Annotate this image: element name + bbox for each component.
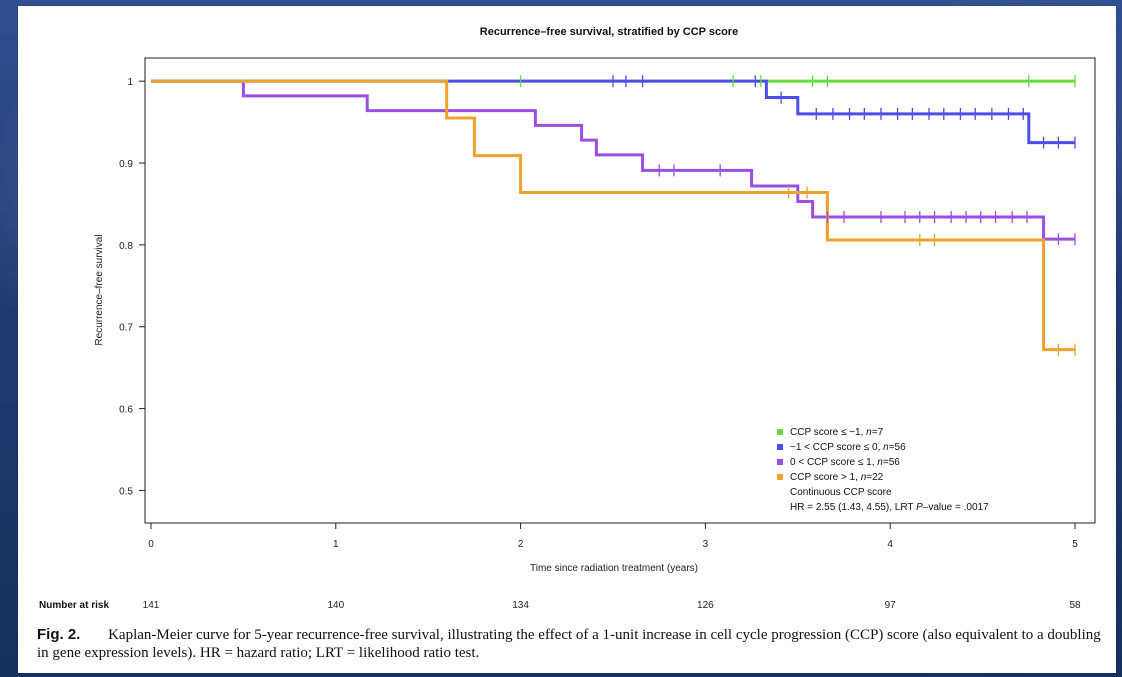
- plot-frame: [144, 57, 1096, 524]
- x-tick-label-3: 3: [703, 539, 709, 550]
- figure-caption: Fig. 2. Kaplan-Meier curve for 5-year re…: [37, 626, 1115, 662]
- number-at-risk-0: 141: [143, 600, 160, 611]
- legend: CCP score ≤ −1, n=7−1 < CCP score ≤ 0, n…: [777, 427, 989, 513]
- y-tick-label-4: 0.9: [119, 159, 133, 170]
- blue-legend-swatch: [777, 444, 783, 450]
- figure-card: [18, 6, 1116, 673]
- censor-layer: [519, 75, 1076, 356]
- blue-legend-label: −1 < CCP score ≤ 0, n=56: [790, 442, 906, 453]
- number-at-risk-2: 134: [512, 600, 529, 611]
- y-tick-label-0: 0.5: [119, 486, 133, 497]
- y-tick-label-1: 0.6: [119, 405, 133, 416]
- series-layer: [151, 79, 1075, 352]
- number-at-risk-values: 141 140 134 126 97 58: [143, 600, 1081, 611]
- green-legend-prefix: CCP score ≤ −1,: [790, 427, 866, 438]
- blue-legend-n: n: [883, 442, 889, 453]
- number-at-risk-5: 58: [1069, 600, 1081, 611]
- y-tick-label-2: 0.7: [119, 323, 133, 334]
- x-tick-label-2: 2: [518, 539, 524, 550]
- x-axis-title: Time since radiation treatment (years): [530, 563, 698, 574]
- number-at-risk-1: 140: [327, 600, 344, 611]
- green-legend-swatch: [777, 429, 783, 435]
- blue-legend-prefix: −1 < CCP score ≤ 0,: [790, 442, 883, 453]
- orange-series-line: [151, 79, 1075, 352]
- green-legend-suffix: =7: [872, 427, 884, 438]
- number-at-risk-4: 97: [885, 600, 897, 611]
- orange-legend-n: n: [861, 472, 867, 483]
- chart-title: Recurrence–free survival, stratified by …: [480, 26, 738, 38]
- legend-hr-text: HR = 2.55 (1.43, 4.55), LRT P–value = .0…: [790, 502, 989, 513]
- caption-text: Kaplan-Meier curve for 5-year recurrence…: [37, 627, 1101, 661]
- number-at-risk-label: Number at risk: [39, 600, 109, 611]
- x-tick-label-4: 4: [887, 539, 893, 550]
- purple-legend-swatch: [777, 459, 783, 465]
- x-tick-label-5: 5: [1072, 539, 1078, 550]
- orange-legend-label: CCP score > 1, n=22: [790, 472, 884, 483]
- blue-series-line: [151, 79, 1075, 145]
- legend-p-suffix: –value = .0017: [923, 502, 989, 513]
- y-tick-label-3: 0.8: [119, 241, 133, 252]
- purple-legend-label: 0 < CCP score ≤ 1, n=56: [790, 457, 900, 468]
- orange-legend-swatch: [777, 474, 783, 480]
- y-tick-label-5: 1: [127, 77, 133, 88]
- purple-legend-prefix: 0 < CCP score ≤ 1,: [790, 457, 877, 468]
- x-tick-label-0: 0: [148, 539, 154, 550]
- number-at-risk-3: 126: [697, 600, 714, 611]
- purple-legend-n: n: [877, 457, 883, 468]
- x-tick-label-1: 1: [333, 539, 339, 550]
- legend-p-label: P: [916, 502, 923, 513]
- green-legend-label: CCP score ≤ −1, n=7: [790, 427, 884, 438]
- legend-note: Continuous CCP score: [790, 487, 892, 498]
- blue-legend-suffix: =56: [889, 442, 906, 453]
- x-axis: 0 1 2 3 4 5: [148, 523, 1078, 550]
- y-axis: 0.5 0.6 0.7 0.8 0.9 1: [119, 77, 145, 497]
- caption-label: Fig. 2.: [37, 626, 81, 643]
- y-axis-title: Recurrence–free survival: [94, 234, 105, 345]
- purple-legend-suffix: =56: [883, 457, 900, 468]
- purple-series-line: [151, 79, 1075, 241]
- green-legend-n: n: [866, 427, 872, 438]
- legend-hr-main: HR = 2.55 (1.43, 4.55), LRT: [790, 502, 916, 513]
- orange-legend-suffix: =22: [866, 472, 883, 483]
- orange-legend-prefix: CCP score > 1,: [790, 472, 861, 483]
